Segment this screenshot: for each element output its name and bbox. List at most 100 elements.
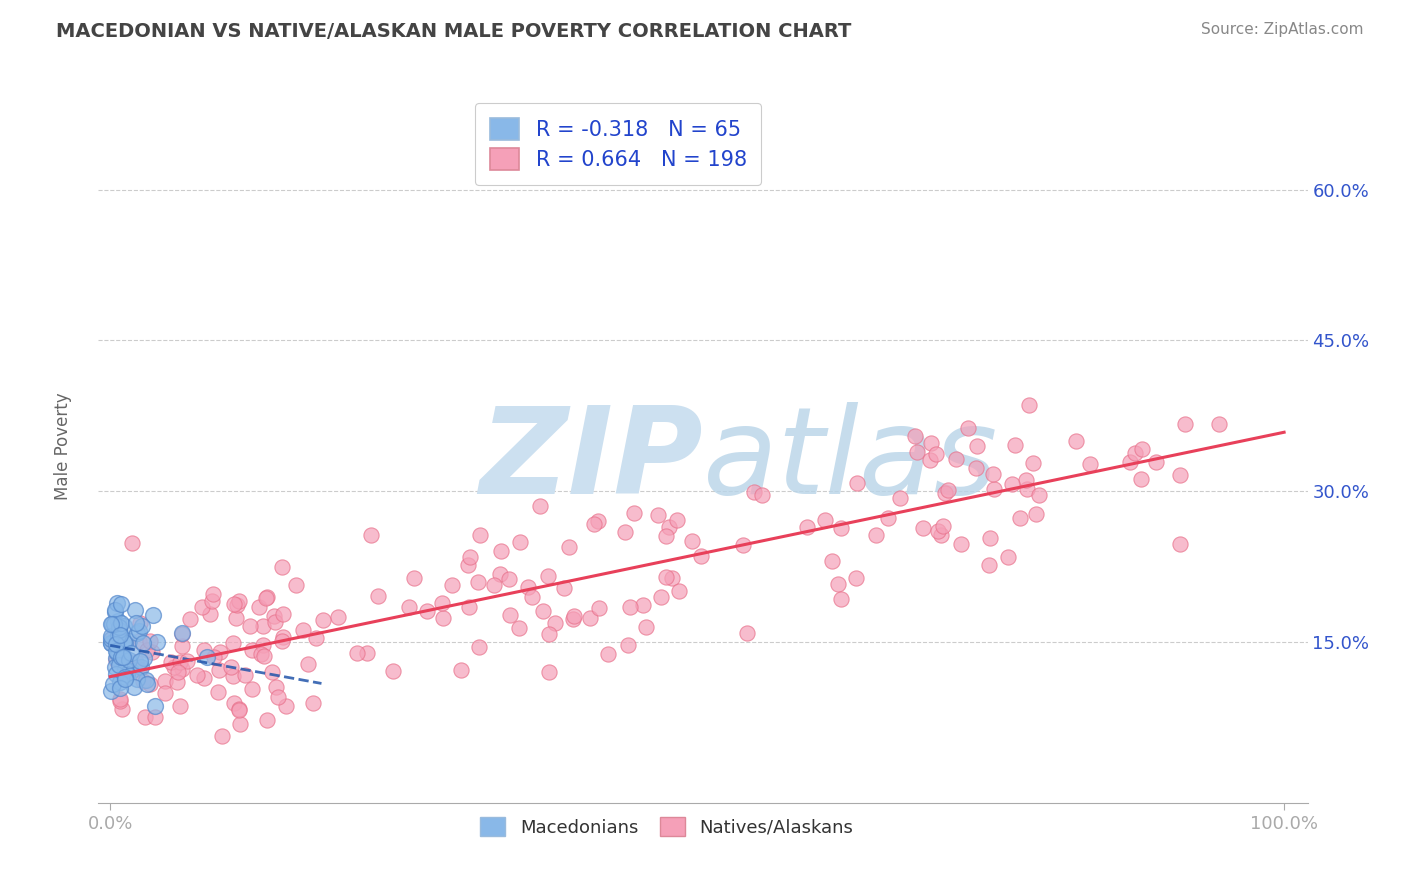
Point xyxy=(104,660,127,674)
Point xyxy=(650,590,672,604)
Point xyxy=(104,605,127,619)
Text: Source: ZipAtlas.com: Source: ZipAtlas.com xyxy=(1201,22,1364,37)
Point xyxy=(253,648,276,663)
Point xyxy=(104,637,127,651)
Point xyxy=(176,654,198,668)
Point xyxy=(631,598,654,612)
Point xyxy=(562,608,585,623)
Point xyxy=(1130,442,1153,456)
Point xyxy=(193,672,215,686)
Point xyxy=(104,666,127,681)
Point xyxy=(821,554,844,568)
Point xyxy=(128,634,150,648)
Point xyxy=(240,682,263,697)
Point xyxy=(1130,472,1153,486)
Point xyxy=(965,460,987,475)
Point xyxy=(733,538,755,552)
Point xyxy=(1144,455,1167,469)
Point xyxy=(228,703,250,717)
Point xyxy=(1015,473,1038,487)
Point xyxy=(297,657,319,671)
Point xyxy=(186,668,208,682)
Point xyxy=(1028,488,1050,502)
Point xyxy=(124,603,146,617)
Point xyxy=(252,639,274,653)
Point xyxy=(114,662,136,676)
Point xyxy=(661,570,683,584)
Point xyxy=(142,607,165,622)
Point xyxy=(537,626,560,640)
Point xyxy=(498,572,520,586)
Point xyxy=(737,626,759,640)
Point xyxy=(1125,445,1147,459)
Point xyxy=(202,649,225,664)
Point xyxy=(520,590,543,604)
Point xyxy=(1119,455,1142,469)
Point xyxy=(125,616,148,631)
Point xyxy=(128,654,150,668)
Point xyxy=(138,676,160,690)
Point xyxy=(920,435,942,450)
Point xyxy=(312,613,335,627)
Point xyxy=(536,568,558,582)
Point xyxy=(905,444,928,458)
Point xyxy=(118,652,141,666)
Point xyxy=(110,681,132,695)
Text: Male Poverty: Male Poverty xyxy=(55,392,72,500)
Point xyxy=(997,549,1019,564)
Point xyxy=(125,655,148,669)
Point xyxy=(136,677,159,691)
Point xyxy=(224,597,246,611)
Point xyxy=(128,662,150,676)
Point xyxy=(499,608,522,623)
Point xyxy=(468,640,491,655)
Point xyxy=(108,632,131,647)
Point xyxy=(1174,417,1197,431)
Point xyxy=(239,619,262,633)
Point xyxy=(558,540,581,554)
Text: MACEDONIAN VS NATIVE/ALASKAN MALE POVERTY CORRELATION CHART: MACEDONIAN VS NATIVE/ALASKAN MALE POVERT… xyxy=(56,22,852,41)
Point xyxy=(1080,458,1102,472)
Point xyxy=(742,485,765,500)
Point xyxy=(115,667,138,681)
Point xyxy=(402,571,425,585)
Point xyxy=(104,653,127,667)
Point xyxy=(170,662,193,676)
Point xyxy=(229,717,252,731)
Point xyxy=(108,620,131,634)
Point xyxy=(830,520,852,534)
Point xyxy=(100,629,122,643)
Point xyxy=(623,506,645,520)
Point xyxy=(827,576,849,591)
Point xyxy=(222,669,245,683)
Point xyxy=(966,439,988,453)
Point xyxy=(129,616,152,631)
Point xyxy=(160,655,183,669)
Point xyxy=(467,575,489,590)
Point xyxy=(845,476,868,491)
Point xyxy=(107,627,129,641)
Point xyxy=(489,567,512,582)
Point xyxy=(482,578,505,592)
Point xyxy=(107,615,129,629)
Point xyxy=(845,571,868,585)
Point xyxy=(263,615,285,630)
Point xyxy=(925,447,948,461)
Point xyxy=(179,612,201,626)
Point xyxy=(531,604,554,618)
Point xyxy=(489,544,512,558)
Point xyxy=(398,599,420,614)
Point xyxy=(1004,438,1026,452)
Point xyxy=(382,664,405,678)
Point xyxy=(927,524,949,538)
Point xyxy=(132,673,155,688)
Point xyxy=(292,624,315,638)
Point xyxy=(219,660,242,674)
Point xyxy=(538,665,561,680)
Point xyxy=(127,672,149,686)
Point xyxy=(191,599,214,614)
Point xyxy=(201,593,224,607)
Point xyxy=(201,586,224,600)
Point xyxy=(830,591,852,606)
Point xyxy=(108,623,131,637)
